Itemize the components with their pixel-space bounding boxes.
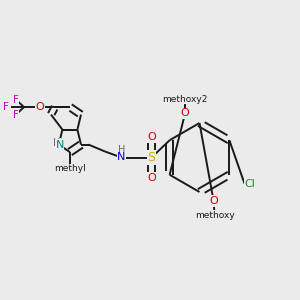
Text: F: F xyxy=(13,94,19,105)
Text: Cl: Cl xyxy=(244,178,255,189)
Text: F: F xyxy=(3,102,9,112)
Text: methoxy: methoxy xyxy=(195,211,234,220)
Text: O: O xyxy=(181,108,190,118)
Text: O: O xyxy=(35,102,44,112)
Text: methoxy2: methoxy2 xyxy=(162,94,208,103)
Text: N: N xyxy=(117,152,126,163)
Text: O: O xyxy=(147,173,156,183)
Text: O: O xyxy=(147,132,156,142)
Text: S: S xyxy=(148,151,155,164)
Text: methyl: methyl xyxy=(54,164,86,173)
Text: O: O xyxy=(209,196,218,206)
Text: N: N xyxy=(56,140,64,150)
Text: H: H xyxy=(53,138,60,148)
Text: H: H xyxy=(118,145,125,155)
Text: F: F xyxy=(13,110,19,120)
